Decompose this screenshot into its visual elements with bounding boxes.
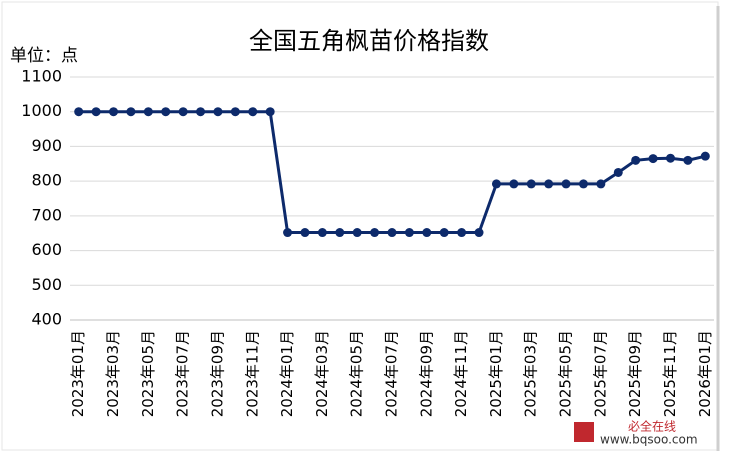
data-point xyxy=(457,228,467,238)
data-point xyxy=(230,107,240,117)
data-point xyxy=(317,228,327,238)
data-point xyxy=(265,107,275,117)
data-point xyxy=(213,107,223,117)
x-tick-label: 2023年01月 xyxy=(69,330,87,417)
data-point xyxy=(300,228,310,238)
y-tick-label: 400 xyxy=(31,310,62,329)
x-tick-label: 2025年07月 xyxy=(591,330,609,417)
y-tick-label: 700 xyxy=(31,205,62,224)
data-point xyxy=(683,155,693,165)
chart-title: 全国五角枫苗价格指数 xyxy=(249,27,489,55)
data-point xyxy=(370,228,380,238)
x-tick-label: 2024年01月 xyxy=(278,330,296,417)
data-point xyxy=(335,228,345,238)
data-point xyxy=(665,153,675,163)
data-point xyxy=(74,107,84,117)
data-point xyxy=(544,179,554,189)
data-point xyxy=(596,179,606,189)
x-tick-label: 2026年01月 xyxy=(696,330,714,417)
data-point xyxy=(439,228,449,238)
x-tick-label: 2024年11月 xyxy=(452,330,470,417)
data-point xyxy=(648,154,658,164)
data-point xyxy=(561,179,571,189)
x-tick-label: 2025年09月 xyxy=(626,330,644,417)
x-tick-label: 2023年11月 xyxy=(243,330,261,417)
x-tick-label: 2023年05月 xyxy=(139,330,157,417)
y-tick-label: 800 xyxy=(31,171,62,190)
data-point xyxy=(700,151,710,161)
data-point xyxy=(404,228,414,238)
y-tick-label: 1100 xyxy=(21,67,62,86)
x-tick-label: 2023年09月 xyxy=(208,330,226,417)
x-tick-label: 2025年01月 xyxy=(487,330,505,417)
data-point xyxy=(161,107,171,117)
x-tick-label: 2024年09月 xyxy=(417,330,435,417)
data-point xyxy=(283,228,293,238)
x-tick-label: 2024年03月 xyxy=(313,330,331,417)
y-axis-label: 单位：点 xyxy=(10,46,78,66)
data-point xyxy=(143,107,153,117)
data-point xyxy=(387,228,397,238)
x-tick-label: 2025年11月 xyxy=(661,330,679,417)
data-point xyxy=(422,228,432,238)
data-point xyxy=(474,228,484,238)
data-point xyxy=(126,107,136,117)
data-point xyxy=(248,107,258,117)
y-tick-label: 1000 xyxy=(21,101,62,120)
x-tick-label: 2024年07月 xyxy=(383,330,401,417)
data-point xyxy=(196,107,206,117)
y-tick-label: 600 xyxy=(31,240,62,259)
data-point xyxy=(109,107,119,117)
data-point xyxy=(491,179,501,189)
data-point xyxy=(613,167,623,177)
y-tick-label: 900 xyxy=(31,136,62,155)
data-point xyxy=(631,155,641,165)
x-tick-label: 2023年03月 xyxy=(104,330,122,417)
data-point xyxy=(91,107,101,117)
data-point xyxy=(352,228,362,238)
x-tick-label: 2025年05月 xyxy=(557,330,575,417)
y-tick-label: 500 xyxy=(31,275,62,294)
x-tick-label: 2024年05月 xyxy=(348,330,366,417)
x-tick-label: 2023年07月 xyxy=(174,330,192,417)
watermark-logo xyxy=(574,422,594,442)
x-tick-label: 2025年03月 xyxy=(522,330,540,417)
watermark-title: 必全在线 xyxy=(628,419,676,434)
watermark-url: www.bqsoo.com xyxy=(600,433,698,447)
data-point xyxy=(578,179,588,189)
data-point xyxy=(526,179,536,189)
data-point xyxy=(509,179,519,189)
data-point xyxy=(178,107,188,117)
